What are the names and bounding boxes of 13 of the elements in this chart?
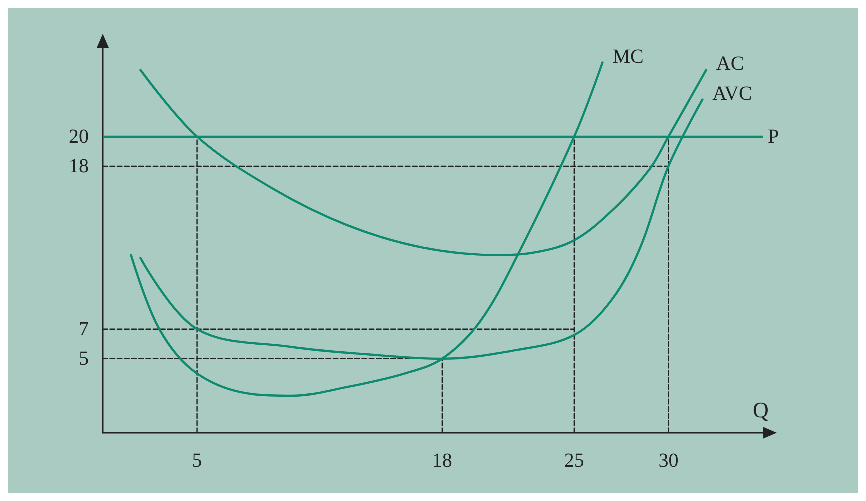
series-label: AC (716, 53, 744, 76)
x-axis-title: Q (753, 398, 769, 422)
series-label: AVC (712, 82, 752, 105)
y-tick-label: 5 (79, 348, 89, 370)
x-tick-label: 5 (192, 450, 202, 472)
x-tick-label: 18 (432, 450, 452, 472)
y-tick-label: 20 (69, 126, 89, 148)
series-label: MC (612, 46, 644, 68)
ref-line-label: P (768, 126, 780, 148)
y-tick-label: 7 (79, 318, 89, 340)
x-tick-label: 25 (564, 450, 584, 472)
y-tick-label: 18 (69, 155, 89, 178)
x-tick-label: 30 (658, 450, 679, 472)
